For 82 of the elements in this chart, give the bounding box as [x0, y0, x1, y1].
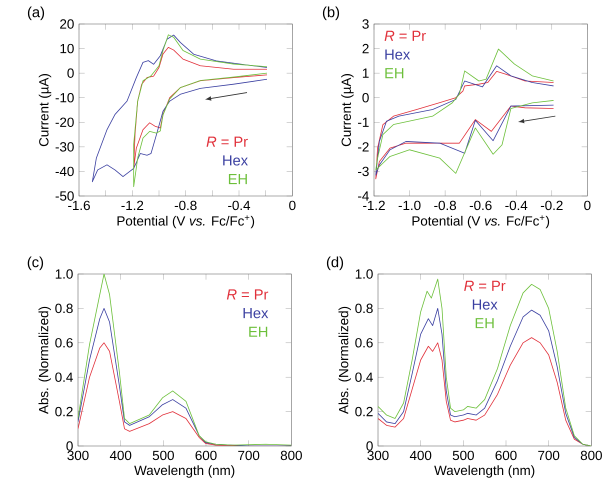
- x-axis-title: Wavelength (nm): [134, 465, 234, 478]
- x-axis-title: Potential (V vs. Fc/Fc$^{+}$): [118, 215, 254, 228]
- series-label: Hex: [472, 299, 498, 310]
- x-tick-label: 400: [410, 450, 432, 460]
- x-tick-label: 300: [67, 450, 89, 460]
- y-axis-title: Current (µA): [341, 74, 354, 146]
- text: R = Pr: [464, 280, 506, 291]
- y-tick-label: 0: [362, 93, 369, 102]
- y-tick-label: 0.8: [55, 304, 73, 314]
- chart-title: (a): [28, 6, 44, 20]
- text: R = Pr: [206, 136, 248, 147]
- x-tick-label: -1.0: [398, 200, 421, 210]
- x-tick-label: -1.2: [121, 200, 144, 210]
- x-tick-label: -0.6: [470, 200, 492, 210]
- x-tick-label: -0.2: [540, 200, 563, 210]
- y-tick-label: 0.2: [355, 406, 373, 416]
- x-tick-label: 300: [367, 450, 389, 460]
- y-tick-label: 0: [67, 68, 74, 78]
- chart-title: (c): [28, 256, 44, 270]
- y-axis-title: Current (µA): [38, 74, 52, 146]
- x-tick-label: 600: [496, 450, 517, 460]
- x-tick-label: -0.4: [228, 200, 250, 210]
- y-tick-label: -10: [56, 93, 74, 102]
- y-tick-label: 10: [60, 44, 74, 54]
- x-tick-label: 800: [580, 450, 602, 460]
- y-tick-label: 2: [362, 44, 369, 54]
- x-tick-label: 500: [152, 450, 174, 460]
- y-tick-label: -4: [358, 191, 369, 201]
- y-tick-label: 3: [362, 19, 369, 29]
- y-tick-label: -30: [56, 142, 74, 152]
- y-tick-label: 0.6: [355, 338, 373, 348]
- y-tick-label: 0.6: [55, 338, 73, 348]
- x-tick-label: 700: [238, 450, 260, 460]
- y-tick-label: 0.2: [55, 406, 73, 416]
- y-tick-label: -20: [56, 118, 74, 128]
- x-tick-label: 0: [289, 200, 296, 210]
- x-tick-label: 600: [196, 450, 217, 460]
- x-tick-label: 0: [584, 200, 591, 210]
- y-tick-label: 0: [366, 441, 373, 451]
- text: R = Pr: [384, 30, 426, 41]
- chart-title: (b): [322, 6, 340, 20]
- y-tick-label: 20: [60, 19, 74, 29]
- line-series: [378, 278, 592, 446]
- text: R = Pr: [226, 289, 268, 300]
- x-tick-label: -0.8: [434, 200, 456, 210]
- x-tick-label: 400: [110, 450, 132, 460]
- line-series: [133, 46, 268, 169]
- y-tick-label: 0.4: [355, 372, 373, 382]
- x-tick-label: -1.6: [68, 200, 90, 210]
- y-tick-label: -2: [358, 142, 369, 152]
- x-axis-title: Potential (V vs. Fc/Fc$^{+}$): [412, 215, 550, 228]
- y-tick-label: -3: [358, 166, 369, 176]
- y-tick-label: -50: [56, 191, 74, 201]
- line-series: [78, 274, 292, 446]
- text: EH: [228, 174, 247, 184]
- x-tick-label: -1.2: [363, 200, 385, 210]
- series-label: EH: [476, 318, 494, 328]
- y-axis-title: Abs. (Normalized): [38, 306, 51, 414]
- y-tick-label: 1.0: [56, 269, 73, 279]
- y-tick-label: -1: [358, 118, 369, 127]
- text: Hex: [223, 155, 248, 166]
- y-tick-label: -40: [56, 166, 74, 176]
- y-axis-title: Abs. (Normalized): [338, 306, 351, 414]
- y-tick-label: 0.8: [355, 304, 373, 314]
- text: EH: [249, 326, 268, 337]
- y-tick-label: 1: [362, 68, 369, 78]
- x-tick-label: 500: [452, 450, 474, 460]
- y-tick-label: 0: [66, 441, 73, 451]
- x-tick-label: -0.4: [505, 200, 528, 210]
- y-tick-label: 0.4: [55, 372, 73, 382]
- chart-title: (d): [326, 256, 344, 270]
- line-series: [92, 34, 268, 182]
- x-tick-label: -0.8: [174, 200, 197, 210]
- text: Hex: [385, 49, 410, 60]
- x-axis-title: Wavelength (nm): [434, 465, 534, 478]
- text: EH: [385, 68, 404, 78]
- x-tick-label: 700: [538, 450, 560, 460]
- line-series: [78, 308, 292, 446]
- x-tick-label: 800: [280, 450, 302, 460]
- text: Hex: [244, 308, 268, 318]
- line-series: [133, 34, 268, 188]
- y-tick-label: 1.0: [356, 269, 373, 279]
